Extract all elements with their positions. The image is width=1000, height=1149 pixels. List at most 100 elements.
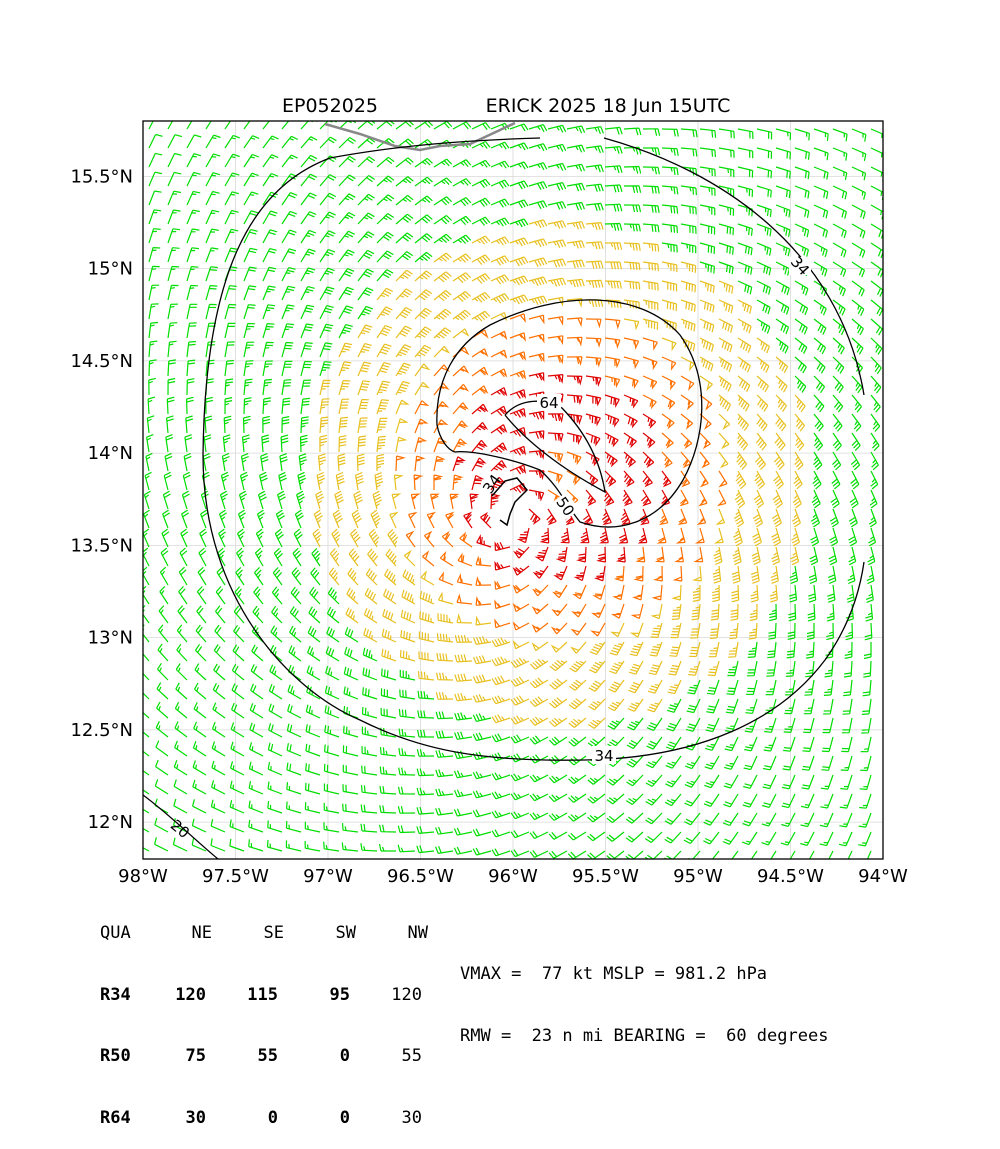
wind-barb bbox=[620, 508, 631, 526]
wind-barb bbox=[566, 451, 582, 466]
wind-barb bbox=[791, 508, 801, 528]
wind-barb bbox=[789, 850, 796, 859]
wind-barb bbox=[337, 453, 346, 472]
wind-barb bbox=[623, 165, 642, 174]
wind-barb bbox=[737, 394, 750, 412]
wind-barb bbox=[848, 527, 858, 547]
wind-barb bbox=[791, 527, 800, 547]
wind-barb bbox=[585, 375, 602, 387]
wind-barb bbox=[783, 717, 796, 733]
wind-barb bbox=[454, 654, 473, 663]
wind-barb bbox=[454, 750, 473, 760]
wind-barb bbox=[143, 789, 150, 795]
wind-barb bbox=[363, 627, 378, 643]
x-tick-label: 95.5°W bbox=[572, 866, 639, 887]
wind-barb bbox=[731, 584, 740, 603]
wind-barb bbox=[186, 121, 193, 130]
wind-barb bbox=[630, 603, 644, 620]
wind-barb bbox=[658, 508, 669, 526]
wind-barb bbox=[454, 673, 473, 682]
wind-barb bbox=[281, 360, 293, 377]
wind-barb bbox=[785, 660, 796, 677]
storm-id-title: EP052025 bbox=[282, 95, 378, 117]
wind-barb bbox=[249, 703, 264, 719]
wind-barb bbox=[398, 767, 416, 776]
wind-barb bbox=[528, 124, 548, 133]
wind-barb bbox=[357, 156, 376, 168]
wind-barb bbox=[473, 636, 492, 645]
wind-barb bbox=[756, 375, 769, 393]
wind-barb bbox=[585, 279, 604, 288]
wind-barb bbox=[813, 375, 826, 394]
wind-barb bbox=[661, 280, 678, 292]
wind-barb bbox=[433, 401, 450, 415]
wind-barb bbox=[771, 508, 782, 528]
wind-barb bbox=[243, 360, 254, 377]
wind-barb bbox=[193, 682, 207, 700]
wind-barb bbox=[512, 639, 530, 650]
wind-barb bbox=[160, 547, 169, 567]
wind-barb bbox=[665, 736, 682, 751]
wind-barb bbox=[609, 641, 625, 656]
wind-barb bbox=[281, 304, 295, 320]
wind-barb bbox=[494, 580, 511, 590]
wind-barb bbox=[300, 397, 310, 415]
wind-barb bbox=[718, 223, 734, 236]
wind-barb bbox=[173, 779, 188, 795]
wind-barb bbox=[568, 736, 587, 747]
y-tick-label: 14.5°N bbox=[70, 351, 133, 372]
wind-barb bbox=[585, 260, 604, 269]
wind-barb bbox=[356, 453, 365, 472]
wind-barb bbox=[262, 397, 271, 415]
wind-barb bbox=[832, 128, 848, 142]
wind-barb bbox=[490, 274, 510, 285]
wind-barb bbox=[490, 311, 508, 322]
wind-barb bbox=[416, 806, 435, 815]
wind-barb bbox=[323, 802, 340, 814]
wind-barb bbox=[623, 204, 642, 213]
wind-barb bbox=[539, 527, 550, 544]
wind-barb bbox=[338, 193, 356, 206]
wind-barb bbox=[792, 489, 802, 509]
wind-barb bbox=[642, 451, 655, 469]
wind-barb bbox=[642, 242, 660, 252]
wind-barb bbox=[703, 812, 720, 826]
wind-barb bbox=[705, 736, 720, 751]
wind-barb bbox=[684, 812, 701, 826]
wind-barb bbox=[186, 396, 194, 415]
wind-barb bbox=[705, 717, 720, 733]
wind-barb bbox=[566, 182, 586, 192]
wind-barb bbox=[513, 546, 530, 559]
wind-barb bbox=[397, 825, 416, 834]
wind-barb bbox=[347, 567, 359, 586]
wind-barb bbox=[472, 732, 492, 742]
wind-barb bbox=[414, 418, 429, 434]
wind-barb bbox=[528, 219, 548, 229]
wind-barb bbox=[186, 378, 195, 396]
wind-barb bbox=[490, 141, 510, 150]
wind-barb bbox=[174, 721, 188, 738]
wind-barb bbox=[262, 415, 271, 434]
wind-barb bbox=[224, 134, 241, 149]
wind-barb bbox=[569, 660, 587, 673]
wind-barb bbox=[256, 509, 265, 529]
wind-barb bbox=[801, 774, 815, 790]
wind-barb bbox=[718, 432, 730, 450]
wind-barb bbox=[656, 527, 667, 544]
r50-nw: 55 bbox=[401, 1046, 422, 1066]
wind-barb bbox=[454, 712, 473, 721]
wind-barb bbox=[162, 490, 171, 510]
y-tick-label: 13°N bbox=[88, 628, 133, 649]
wind-barb bbox=[211, 760, 226, 776]
wind-barb bbox=[319, 211, 336, 225]
wind-barb bbox=[278, 471, 287, 491]
wind-barb bbox=[509, 161, 529, 170]
wind-barb bbox=[813, 299, 827, 316]
wind-barb bbox=[604, 432, 619, 448]
wind-barb bbox=[224, 172, 240, 187]
wind-barb bbox=[271, 605, 283, 624]
wind-barb bbox=[414, 455, 426, 472]
wind-barb bbox=[585, 451, 600, 467]
wind-barb bbox=[587, 736, 606, 748]
wind-barb bbox=[863, 660, 872, 678]
